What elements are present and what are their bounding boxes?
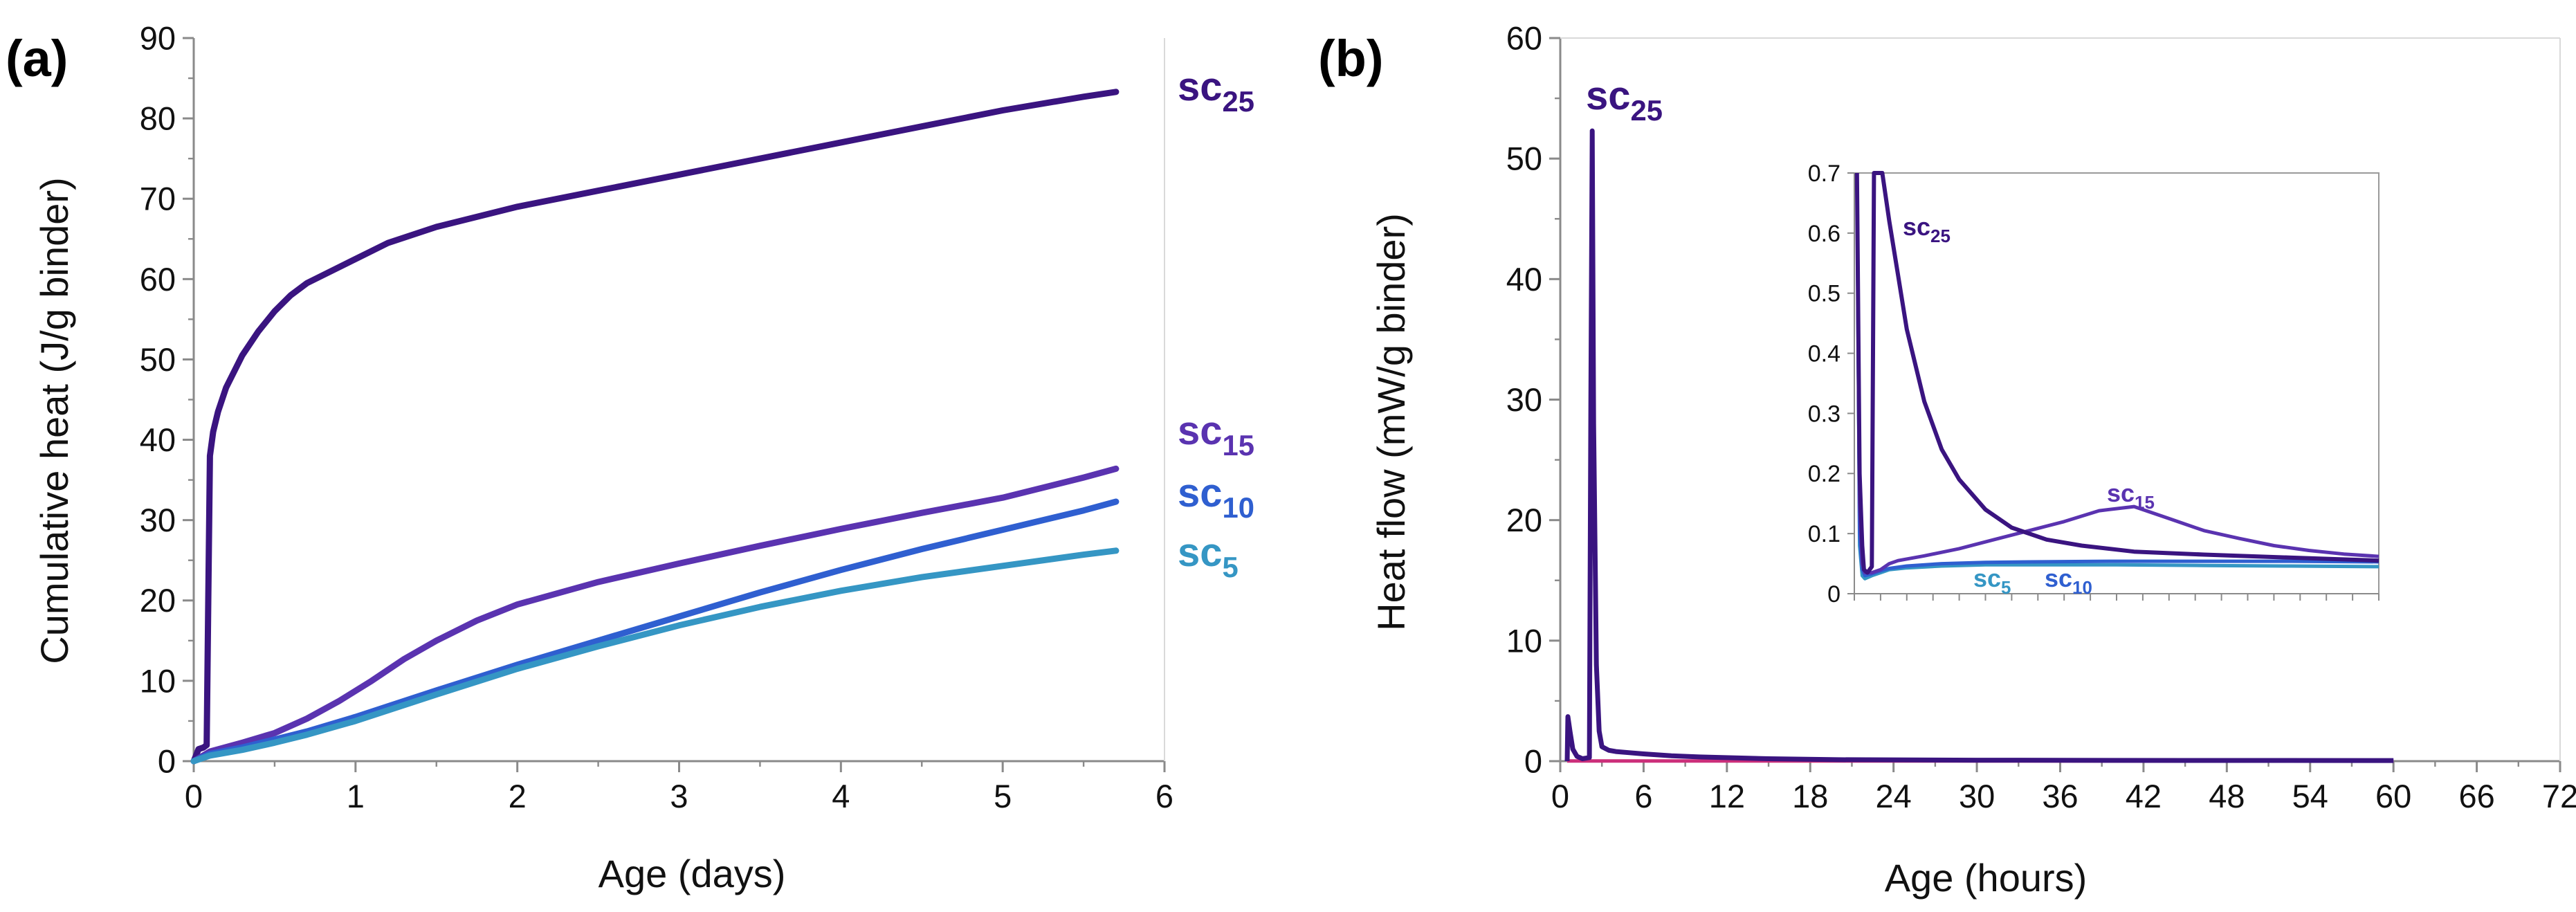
panel-b-x-tick-label: 6 bbox=[1634, 778, 1652, 814]
inset-label-sc10: sc10 bbox=[2045, 564, 2092, 598]
panel-a-y-tick-label: 90 bbox=[140, 19, 176, 56]
panel-a-y-tick-label: 20 bbox=[140, 582, 176, 619]
panel-b-x-axis-title: Age (hours) bbox=[1885, 856, 2088, 900]
panel-b-x-tick-label: 24 bbox=[1876, 778, 1912, 814]
panel-b-x-tick-label: 66 bbox=[2458, 778, 2494, 814]
inset-frame bbox=[1854, 172, 2379, 594]
panel-a-y-tick-label: 40 bbox=[140, 421, 176, 458]
panel-b-series-labels: sc25 bbox=[1586, 73, 1663, 127]
panel-a-series-labels: sc25 sc15 sc10 sc5 bbox=[1178, 64, 1254, 583]
panel-a-y-tick-label: 80 bbox=[140, 100, 176, 137]
inset-series bbox=[1854, 171, 2379, 581]
panel-b-y-tick-label: 30 bbox=[1506, 381, 1542, 418]
panel-a-y-tick-label: 30 bbox=[140, 502, 176, 538]
panel-b-x-tick-label: 0 bbox=[1551, 778, 1569, 814]
inset-label-sc5: sc5 bbox=[1973, 564, 2011, 598]
panel-a-axes: 0 10 20 30 40 50 60 70 80 90 0 1 2 3 4 5 6 bbox=[140, 19, 1173, 814]
panel-b-x-tick-label: 12 bbox=[1709, 778, 1745, 814]
inset-y-tick-label: 0.2 bbox=[1808, 461, 1840, 487]
panel-b-y-tick-label: 40 bbox=[1506, 261, 1542, 298]
panel-b-x-tick-label: 42 bbox=[2126, 778, 2162, 814]
panel-a-x-tick-label: 6 bbox=[1155, 778, 1173, 814]
panel-a-series bbox=[190, 89, 1120, 765]
panel-a-label-sc25: sc25 bbox=[1178, 64, 1254, 118]
panel-a-y-tick-label: 10 bbox=[140, 662, 176, 699]
inset-y-tick-label: 0.4 bbox=[1808, 340, 1840, 367]
panel-a-label-sc15: sc15 bbox=[1178, 408, 1254, 462]
panel-a-label-sc10: sc10 bbox=[1178, 471, 1254, 524]
inset-axes: 0 0.1 0.2 0.3 0.4 0.5 0.6 0.7 bbox=[1808, 161, 2379, 608]
inset-line-sc5 bbox=[1855, 172, 2379, 581]
panel-a-x-tick-label: 3 bbox=[670, 778, 688, 814]
panel-a-line-sc25 bbox=[190, 89, 1120, 765]
panel-b-x-tick-label: 30 bbox=[1959, 778, 1995, 814]
panel-a-x-tick-label: 2 bbox=[509, 778, 527, 814]
panel-b-x-tick-label: 18 bbox=[1792, 778, 1828, 814]
panel-a-line-sc5 bbox=[190, 547, 1120, 765]
panel-b-x-tick-label: 60 bbox=[2375, 778, 2411, 814]
panel-b-letter: (b) bbox=[1318, 30, 1384, 87]
panel-b-y-tick-label: 60 bbox=[1506, 19, 1542, 56]
inset-y-tick-label: 0.1 bbox=[1808, 521, 1840, 547]
panel-b-series bbox=[1564, 128, 2394, 763]
panel-a-x-tick-label: 4 bbox=[832, 778, 850, 814]
panel-a-x-axis-title: Age (days) bbox=[599, 852, 786, 895]
inset-label-sc25: sc25 bbox=[1903, 212, 1951, 246]
panel-a-y-tick-label: 50 bbox=[140, 341, 176, 378]
panel-b-line-sc25 bbox=[1564, 128, 2394, 763]
panel-a-y-tick-label: 60 bbox=[140, 261, 176, 298]
panel-b-y-tick-label: 0 bbox=[1524, 742, 1542, 779]
panel-b-x-tick-label: 54 bbox=[2292, 778, 2328, 814]
inset-y-tick-label: 0.5 bbox=[1808, 281, 1840, 307]
panel-b-x-tick-label: 36 bbox=[2042, 778, 2078, 814]
panel-a-line-sc15 bbox=[190, 465, 1120, 765]
inset-series-labels: sc25 sc15 sc5 sc10 bbox=[1903, 212, 2155, 598]
panel-b-y-axis-title: Heat flow (mW/g binder) bbox=[1369, 213, 1413, 631]
panel-b-x-tick-label: 72 bbox=[2542, 778, 2576, 814]
panel-a-x-tick-label: 5 bbox=[994, 778, 1012, 814]
panel-b-y-tick-label: 10 bbox=[1506, 622, 1542, 659]
inset-label-sc15: sc15 bbox=[2107, 479, 2155, 513]
inset-y-tick-label: 0 bbox=[1827, 581, 1840, 608]
panel-b-heat-flow-chart: (b) 0 10 20 30 40 50 60 0 6 12 18 24 30 36 42 48 54 60 66 7… bbox=[1318, 19, 2576, 900]
inset-y-tick-label: 0.6 bbox=[1808, 221, 1840, 247]
panel-a-y-tick-label: 0 bbox=[158, 742, 176, 779]
panel-b-label-sc25: sc25 bbox=[1586, 73, 1663, 127]
panel-a-letter: (a) bbox=[6, 30, 68, 87]
panel-b-x-tick-label: 48 bbox=[2209, 778, 2245, 814]
panel-b-inset-chart: 0 0.1 0.2 0.3 0.4 0.5 0.6 0.7 sc25 sc15 sc5 sc10 bbox=[1808, 161, 2379, 608]
panel-b-y-tick-label: 50 bbox=[1506, 140, 1542, 177]
inset-line-sc25 bbox=[1854, 171, 2379, 575]
panel-a-y-axis-title: Cumulative heat (J/g binder) bbox=[33, 177, 76, 664]
panel-a-y-tick-label: 70 bbox=[140, 181, 176, 217]
inset-y-tick-label: 0.7 bbox=[1808, 161, 1840, 187]
panel-b-y-tick-label: 20 bbox=[1506, 502, 1542, 538]
panel-a-x-tick-label: 1 bbox=[347, 778, 365, 814]
inset-y-tick-label: 0.3 bbox=[1808, 401, 1840, 427]
panel-a-x-tick-label: 0 bbox=[185, 778, 203, 814]
panel-a-label-sc5: sc5 bbox=[1178, 530, 1239, 583]
